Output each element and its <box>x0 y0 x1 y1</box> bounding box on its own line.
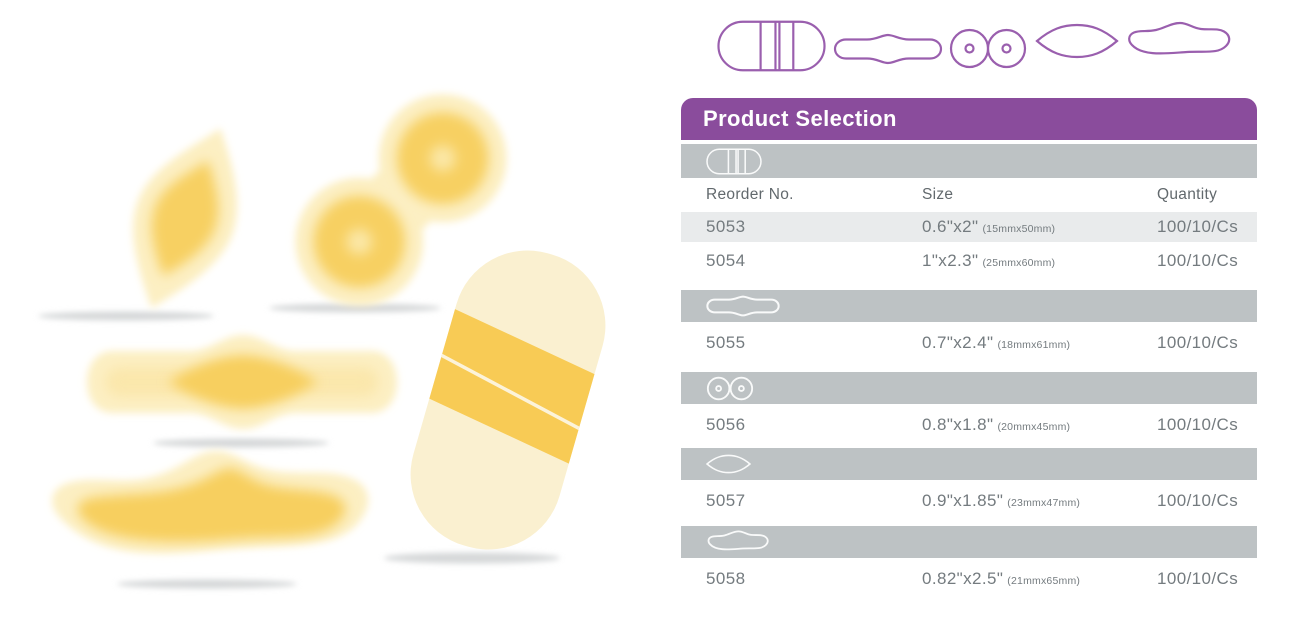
quantity-value: 100/10/Cs <box>1157 251 1239 270</box>
diamond-bandage-icon <box>706 454 751 474</box>
size-inches: 0.6"x2" <box>922 217 979 236</box>
table-row: 5054 1"x2.3" (25mmx60mm) 100/10/Cs <box>681 246 1257 276</box>
quantity-value: 100/10/Cs <box>1157 415 1239 434</box>
diamond-bandage-outline-icon <box>1035 23 1119 59</box>
strip-bandage-outline-icon <box>717 20 826 72</box>
size-inches: 0.82"x2.5" <box>922 569 1004 588</box>
reorder-no: 5056 <box>706 415 746 434</box>
table-row: 5056 0.8"x1.8" (20mmx45mm) 100/10/Cs <box>681 410 1257 440</box>
col-header-reorder: Reorder No. <box>706 186 794 203</box>
col-header-size: Size <box>922 186 954 203</box>
knuckle-bandage-icon <box>706 295 780 317</box>
reorder-no: 5057 <box>706 491 746 510</box>
product-selection-panel: Product Selection Reorder No. Size Quant… <box>681 0 1257 619</box>
size-metric: (23mmx47mm) <box>1007 497 1081 509</box>
size-value: 0.6"x2" (15mmx50mm) <box>922 217 1157 237</box>
size-metric: (25mmx60mm) <box>982 257 1056 269</box>
quantity-value: 100/10/Cs <box>1157 217 1239 236</box>
table-title: Product Selection <box>703 106 897 131</box>
round-spot-bandage-outline-icon <box>949 28 1027 69</box>
size-inches: 0.9"x1.85" <box>922 491 1004 510</box>
table-row: 5057 0.9"x1.85" (23mmx47mm) 100/10/Cs <box>681 486 1257 516</box>
table-row: 5053 0.6"x2" (15mmx50mm) 100/10/Cs <box>681 212 1257 242</box>
contour-bandage-outline-icon <box>1128 21 1231 55</box>
size-metric: (20mmx45mm) <box>997 421 1071 433</box>
group-bar-diamond <box>681 448 1257 480</box>
shadow-streaks <box>38 303 560 589</box>
reorder-no: 5055 <box>706 333 746 352</box>
diamond-pad-bandage-figure <box>133 128 238 309</box>
quantity-value: 100/10/Cs <box>1157 491 1239 510</box>
size-value: 0.7"x2.4" (18mmx61mm) <box>922 333 1157 353</box>
size-metric: (15mmx50mm) <box>982 223 1056 235</box>
contour-bandage-icon <box>707 530 769 551</box>
size-inches: 0.8"x1.8" <box>922 415 994 434</box>
size-value: 0.8"x1.8" (20mmx45mm) <box>922 415 1157 435</box>
size-value: 0.9"x1.85" (23mmx47mm) <box>922 491 1157 511</box>
bandage-illustration <box>38 94 615 589</box>
size-metric: (18mmx61mm) <box>997 339 1071 351</box>
strip-bandage-figure <box>410 250 615 550</box>
reorder-no: 5054 <box>706 251 746 270</box>
group-bar-strip <box>681 144 1257 178</box>
col-header-quantity: Quantity <box>1157 186 1218 203</box>
round-spot-bandage-icon <box>706 376 754 400</box>
strip-bandage-icon <box>706 148 762 174</box>
table-row: 5055 0.7"x2.4" (18mmx61mm) 100/10/Cs <box>681 328 1257 358</box>
group-bar-contour <box>681 526 1257 558</box>
round-spot-bandage-figure <box>295 94 507 306</box>
quantity-value: 100/10/Cs <box>1157 333 1239 352</box>
table-title-bar: Product Selection <box>681 98 1257 140</box>
size-inches: 1"x2.3" <box>922 251 979 270</box>
size-value: 0.82"x2.5" (21mmx65mm) <box>922 569 1157 589</box>
product-selection-table: Product Selection Reorder No. Size Quant… <box>681 98 1257 594</box>
knuckle-bandage-outline-icon <box>833 33 943 65</box>
group-bar-knuckle <box>681 290 1257 322</box>
knuckle-bandage-figure <box>87 335 397 429</box>
column-headers: Reorder No. Size Quantity <box>681 178 1257 212</box>
quantity-value: 100/10/Cs <box>1157 569 1239 588</box>
group-bar-round-spot <box>681 372 1257 404</box>
size-value: 1"x2.3" (25mmx60mm) <box>922 251 1157 271</box>
size-metric: (21mmx65mm) <box>1007 575 1081 587</box>
size-inches: 0.7"x2.4" <box>922 333 994 352</box>
reorder-no: 5053 <box>706 217 746 236</box>
contour-bandage-figure <box>52 451 369 554</box>
table-row: 5058 0.82"x2.5" (21mmx65mm) 100/10/Cs <box>681 564 1257 594</box>
reorder-no: 5058 <box>706 569 746 588</box>
